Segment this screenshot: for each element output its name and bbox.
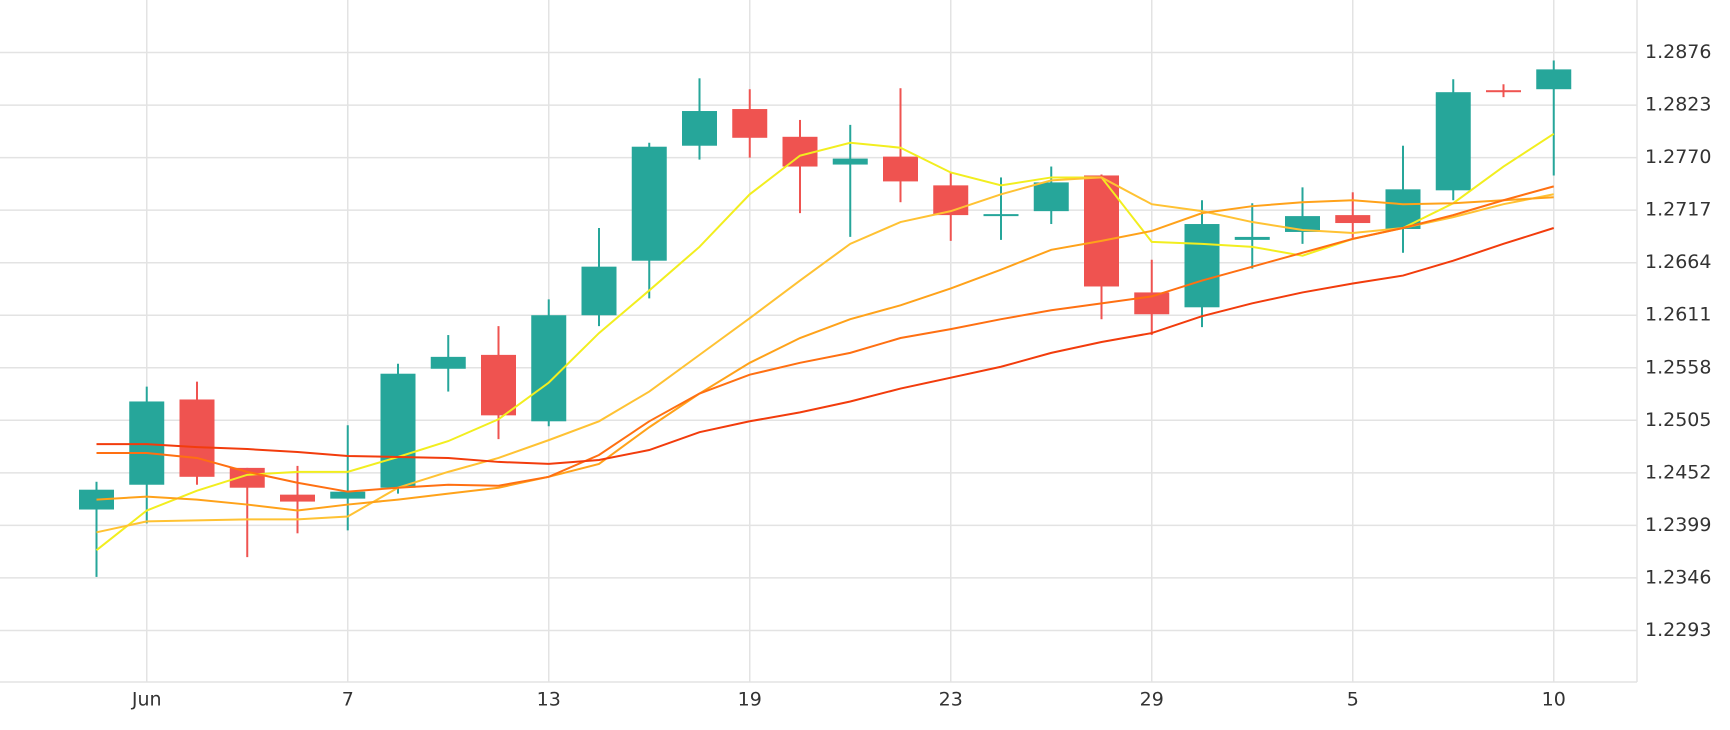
candle-body (983, 214, 1019, 217)
candle-body (1435, 92, 1471, 191)
x-tick-label: 5 (1347, 689, 1359, 711)
y-tick-label: 1.2558 (1645, 356, 1711, 378)
moving-average-line (96, 196, 1554, 512)
candle-body (330, 491, 366, 499)
x-tick-label: 13 (537, 689, 561, 711)
candle-body (883, 156, 918, 182)
y-tick-label: 1.2611 (1645, 304, 1711, 326)
candle-body (631, 146, 667, 261)
candle-body (79, 489, 114, 510)
y-tick-label: 1.2452 (1645, 461, 1711, 483)
candle-body (732, 109, 768, 138)
y-tick-label: 1.2664 (1645, 251, 1711, 273)
x-tick-label: 23 (939, 689, 963, 711)
y-tick-label: 1.2293 (1645, 619, 1711, 641)
moving-average-line (96, 227, 1555, 465)
y-tick-label: 1.2770 (1645, 146, 1711, 168)
candle-body (380, 373, 416, 488)
candle-body (832, 158, 868, 165)
y-tick-label: 1.2399 (1645, 514, 1711, 536)
candle-body (430, 356, 466, 369)
y-tick-label: 1.2876 (1645, 41, 1711, 63)
x-tick-label: Jun (131, 689, 162, 711)
moving-average-line (96, 176, 1554, 534)
x-tick-label: 29 (1140, 689, 1164, 711)
y-tick-label: 1.2505 (1645, 409, 1711, 431)
moving-average-line (95, 132, 1555, 551)
x-tick-label: 7 (342, 689, 354, 711)
candle-body (581, 266, 617, 316)
y-tick-label: 1.2346 (1645, 566, 1711, 588)
candle-body (1335, 215, 1371, 224)
x-tick-label: 10 (1542, 689, 1566, 711)
y-tick-label: 1.2823 (1645, 94, 1711, 116)
candle-body (1486, 90, 1521, 93)
candle-body (1536, 69, 1572, 90)
x-tick-label: 19 (738, 689, 762, 711)
candle-body (1234, 236, 1270, 240)
candle-body (280, 494, 315, 502)
candle-body (1184, 224, 1220, 308)
candle-body (682, 111, 717, 146)
candle-body (1033, 182, 1069, 212)
candle-body (531, 315, 567, 422)
candle-body (179, 399, 215, 477)
y-tick-label: 1.2717 (1645, 199, 1711, 221)
moving-average-line (96, 185, 1555, 493)
candle-body (481, 354, 516, 416)
